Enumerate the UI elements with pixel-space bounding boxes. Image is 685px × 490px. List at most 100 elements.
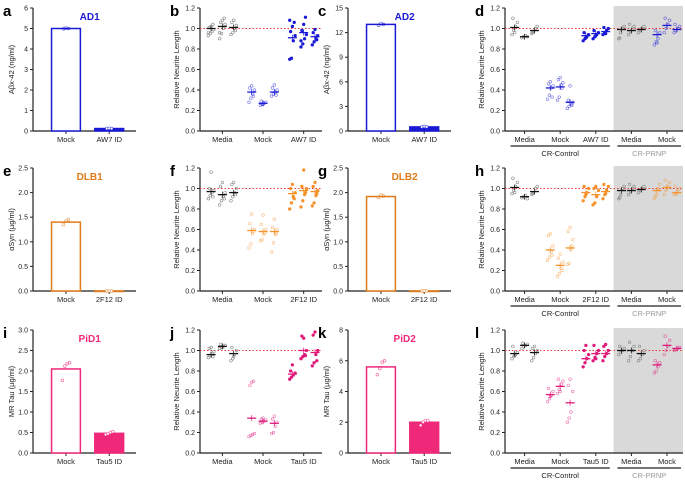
data-point bbox=[566, 229, 570, 234]
data-point bbox=[300, 184, 304, 189]
data-point bbox=[556, 256, 561, 260]
data-point bbox=[310, 43, 314, 47]
x-tick-label: Media bbox=[212, 135, 233, 144]
data-point bbox=[248, 86, 252, 90]
data-point bbox=[218, 184, 223, 189]
data-point bbox=[568, 225, 572, 230]
data-point bbox=[315, 191, 319, 196]
data-point bbox=[211, 354, 215, 359]
y-tick-label: 2.5 bbox=[18, 348, 28, 355]
data-point bbox=[565, 420, 570, 424]
data-point bbox=[301, 199, 305, 203]
data-point bbox=[654, 369, 658, 373]
y-tick-label: 0.8 bbox=[490, 47, 500, 54]
data-point bbox=[557, 95, 561, 99]
data-point bbox=[220, 180, 225, 185]
x-tick-label: Media bbox=[514, 135, 535, 144]
data-point bbox=[511, 16, 515, 20]
data-point bbox=[252, 431, 257, 436]
data-point bbox=[230, 345, 234, 350]
y-tick-label: 1.5 bbox=[333, 215, 343, 222]
y-axis-title: Relative Neurite Length bbox=[477, 30, 486, 108]
data-point bbox=[303, 15, 308, 19]
data-point bbox=[653, 359, 657, 363]
data-point bbox=[655, 41, 659, 45]
data-point bbox=[545, 258, 550, 262]
x-tick-label: Tau5 ID bbox=[291, 457, 317, 466]
y-tick-label: 0.5 bbox=[333, 264, 343, 271]
data-point bbox=[593, 201, 597, 205]
y-tick-label: 0.5 bbox=[18, 430, 28, 437]
data-point bbox=[559, 83, 563, 87]
data-point bbox=[250, 212, 254, 216]
data-point bbox=[622, 346, 626, 351]
data-point bbox=[261, 213, 265, 217]
panel-letter: f bbox=[170, 163, 176, 180]
data-point bbox=[586, 186, 591, 191]
data-point bbox=[288, 207, 292, 211]
data-point bbox=[656, 186, 660, 191]
x-tick-label: Media bbox=[621, 135, 642, 144]
data-point bbox=[618, 36, 622, 40]
data-point bbox=[550, 95, 554, 99]
data-point bbox=[290, 363, 295, 367]
data-point bbox=[642, 24, 646, 29]
panel-g: g 0.0 0.5 1.0 1.5 2.0 2.5 αSyn (µg/ml) Mock 2F12 … bbox=[318, 163, 451, 304]
x-tick-label: Media bbox=[621, 457, 642, 466]
data-point bbox=[218, 342, 223, 347]
y-tick-label: 0.0 bbox=[490, 129, 500, 136]
data-point bbox=[310, 364, 314, 368]
x-tick-label: AW7 ID bbox=[291, 135, 317, 144]
panel-letter: e bbox=[3, 163, 11, 180]
y-tick-label: 0.0 bbox=[185, 129, 195, 136]
data-point bbox=[668, 338, 672, 342]
y-tick-label: 0.4 bbox=[490, 410, 500, 417]
data-point bbox=[301, 354, 305, 359]
y-tick-label: 8 bbox=[339, 328, 343, 335]
data-point bbox=[211, 22, 215, 27]
data-point bbox=[618, 350, 623, 355]
data-point bbox=[418, 423, 423, 428]
data-point bbox=[312, 361, 316, 365]
shaded-region-cr-prnp bbox=[613, 166, 683, 291]
panel-title: AD2 bbox=[395, 12, 415, 23]
data-point bbox=[531, 356, 536, 360]
data-point bbox=[230, 20, 234, 25]
y-tick-label: 1.5 bbox=[18, 389, 28, 396]
data-point bbox=[218, 37, 222, 41]
data-point bbox=[375, 372, 380, 377]
x-tick-label: Media bbox=[621, 295, 642, 304]
data-point bbox=[561, 260, 565, 264]
panel-k: k 0 2 4 6 8 MR Tau (µg/ml) Mock Tau5 ID PiD2 bbox=[318, 325, 451, 466]
y-tick-label: 2.5 bbox=[333, 166, 343, 173]
data-point bbox=[591, 203, 595, 207]
data-point bbox=[299, 39, 303, 43]
y-tick-label: 15 bbox=[335, 6, 343, 13]
x-tick-label: Mock bbox=[254, 457, 272, 466]
y-tick-label: 0.4 bbox=[185, 248, 195, 255]
data-point bbox=[269, 94, 274, 98]
data-point bbox=[525, 197, 529, 201]
panel-title: PiD1 bbox=[79, 334, 102, 345]
data-point bbox=[513, 190, 517, 195]
panel-b: b 0.0 0.2 0.4 0.6 0.8 1.0 1.2 Relative Neurite L… bbox=[170, 3, 322, 144]
data-point bbox=[289, 56, 294, 60]
data-point bbox=[515, 180, 520, 185]
data-point bbox=[275, 227, 279, 232]
bar bbox=[365, 366, 397, 454]
y-tick-label: 0 bbox=[339, 129, 343, 136]
data-point bbox=[251, 379, 256, 383]
data-point bbox=[60, 378, 65, 383]
data-point bbox=[313, 180, 317, 185]
panel-title: DLB1 bbox=[77, 172, 104, 183]
y-tick-label: 0.6 bbox=[490, 389, 500, 396]
data-point bbox=[596, 188, 601, 193]
data-point bbox=[521, 341, 525, 345]
panel-letter: k bbox=[318, 325, 327, 342]
data-point bbox=[558, 252, 562, 256]
data-point bbox=[638, 357, 643, 361]
data-point bbox=[311, 333, 315, 337]
data-point bbox=[673, 184, 677, 189]
data-point bbox=[548, 231, 552, 236]
data-point bbox=[274, 231, 278, 236]
